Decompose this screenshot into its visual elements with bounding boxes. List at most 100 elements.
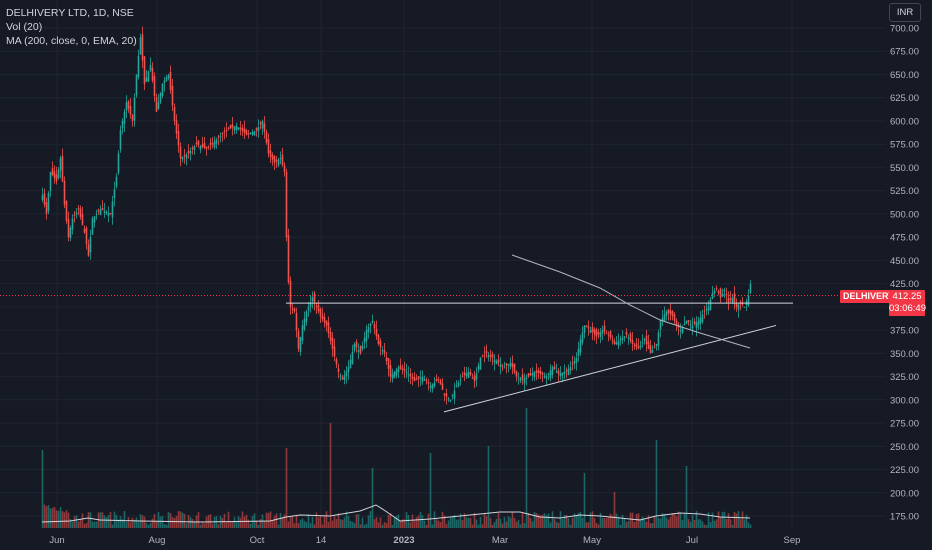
candle bbox=[747, 289, 750, 308]
rising-support-line[interactable] bbox=[443, 324, 777, 413]
volume-bar bbox=[63, 512, 66, 528]
volume-bar bbox=[241, 511, 244, 528]
volume-bar bbox=[65, 510, 68, 528]
candle bbox=[389, 359, 392, 383]
candle bbox=[59, 155, 62, 179]
candle bbox=[97, 208, 100, 215]
volume-bar bbox=[145, 523, 148, 528]
candle bbox=[717, 289, 720, 296]
volume-bar bbox=[289, 517, 292, 528]
descending-line[interactable] bbox=[511, 254, 751, 349]
candle bbox=[573, 356, 576, 370]
candle bbox=[333, 338, 336, 362]
candle bbox=[437, 376, 440, 384]
candle bbox=[321, 307, 324, 322]
candle bbox=[279, 151, 282, 165]
candle bbox=[165, 74, 168, 82]
candle bbox=[171, 78, 174, 111]
candle bbox=[215, 137, 218, 149]
volume-bar bbox=[177, 511, 180, 528]
candle bbox=[229, 124, 232, 130]
y-tick-label: 375.00 bbox=[890, 326, 919, 337]
volume-bar bbox=[281, 517, 284, 528]
candle bbox=[543, 372, 546, 379]
candle bbox=[341, 374, 344, 380]
candle bbox=[181, 156, 184, 163]
x-tick-label: Oct bbox=[250, 535, 265, 546]
volume-bar bbox=[303, 520, 306, 528]
volume-bar bbox=[335, 518, 338, 528]
volume-bar bbox=[657, 517, 660, 528]
candle bbox=[49, 171, 52, 197]
volume-bar bbox=[473, 512, 476, 528]
y-tick-label: 275.00 bbox=[890, 419, 919, 430]
candle bbox=[223, 127, 226, 140]
candle bbox=[385, 352, 388, 365]
currency-button[interactable]: INR bbox=[889, 3, 921, 22]
candle bbox=[155, 93, 158, 113]
candle bbox=[325, 320, 328, 332]
candle bbox=[77, 204, 80, 216]
volume-bar bbox=[445, 524, 448, 528]
volume-bar bbox=[113, 511, 116, 528]
candle bbox=[671, 309, 674, 321]
candle bbox=[493, 353, 496, 371]
candle bbox=[689, 320, 692, 331]
candle bbox=[235, 122, 238, 134]
volume-bar bbox=[491, 524, 494, 528]
volume-bar bbox=[165, 524, 168, 528]
candle bbox=[535, 363, 538, 381]
volume-bar bbox=[575, 515, 578, 528]
volume-bar bbox=[461, 520, 464, 528]
volume-bar bbox=[357, 514, 360, 528]
volume-indicator-label[interactable]: Vol (20) bbox=[6, 21, 43, 33]
volume-bar bbox=[373, 519, 376, 528]
volume-bar bbox=[239, 517, 242, 528]
candle bbox=[225, 122, 228, 138]
volume-bar bbox=[705, 524, 708, 528]
y-tick-label: 425.00 bbox=[890, 279, 919, 290]
volume-bar bbox=[321, 524, 324, 528]
candle bbox=[645, 329, 648, 352]
candle bbox=[233, 126, 236, 135]
candle bbox=[685, 320, 688, 325]
last-price-tag: 412.25 03:06:49 bbox=[889, 290, 926, 316]
volume-bar bbox=[469, 518, 472, 528]
candle bbox=[283, 162, 286, 177]
volume-bar bbox=[725, 519, 728, 528]
candle bbox=[297, 328, 300, 353]
candle bbox=[667, 308, 670, 321]
volume-bar bbox=[323, 515, 326, 528]
candle bbox=[519, 376, 522, 384]
candle bbox=[633, 342, 636, 350]
volume-bar bbox=[511, 511, 514, 528]
y-tick-label: 625.00 bbox=[890, 93, 919, 104]
candle bbox=[623, 335, 626, 342]
candle bbox=[509, 357, 512, 370]
volume-bar bbox=[525, 408, 528, 528]
volume-bar bbox=[209, 514, 212, 528]
candle bbox=[505, 363, 508, 374]
volume-bar bbox=[167, 512, 170, 528]
candle bbox=[395, 367, 398, 379]
volume-bar bbox=[399, 521, 402, 528]
volume-bar bbox=[735, 513, 738, 528]
candle bbox=[91, 216, 94, 235]
candle bbox=[609, 330, 612, 340]
y-tick-label: 600.00 bbox=[890, 116, 919, 127]
volume-bar bbox=[95, 521, 98, 528]
candle bbox=[109, 212, 112, 215]
volume-bar bbox=[179, 511, 182, 528]
volume-bar bbox=[533, 511, 536, 528]
volume-bar bbox=[227, 511, 230, 528]
volume-bar bbox=[347, 515, 350, 528]
volume-bar bbox=[211, 523, 214, 528]
volume-bar bbox=[691, 515, 694, 528]
ma-indicator-label[interactable]: MA (200, close, 0, EMA, 20) bbox=[6, 35, 137, 47]
bar-countdown: 03:06:49 bbox=[889, 303, 926, 314]
candle bbox=[413, 371, 416, 382]
volume-bar bbox=[57, 510, 60, 528]
volume-bar bbox=[389, 513, 392, 528]
candle bbox=[407, 366, 410, 383]
